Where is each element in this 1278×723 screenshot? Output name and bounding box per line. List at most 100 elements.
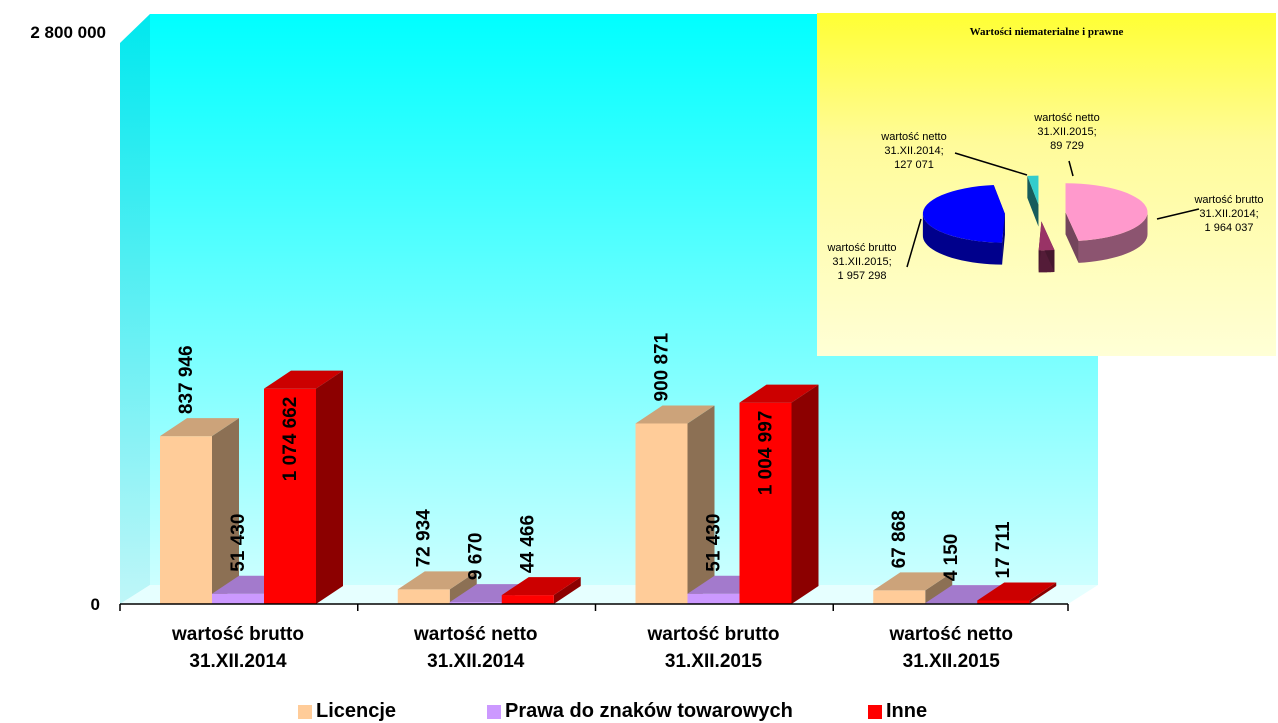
value-label: 1 074 662 <box>280 397 301 482</box>
category-label: wartość brutto <box>647 624 780 645</box>
bar-front <box>739 402 792 604</box>
pie-chart: wartość brutto 31.XII.2014; 1 964 037 warto… <box>826 112 1263 282</box>
pie-slice <box>1065 183 1148 263</box>
bar-side <box>791 384 819 604</box>
bar-front <box>212 593 264 604</box>
bar-marks <box>160 370 1057 604</box>
bar-licencje <box>397 571 477 604</box>
value-label: 1 004 997 <box>756 411 777 496</box>
legend-item-prawa: Prawa do znaków towarowych <box>487 700 793 723</box>
pie-slice-label: wartość netto <box>880 131 946 143</box>
bar-top <box>264 370 343 389</box>
bar-licencje <box>873 572 953 604</box>
value-label: 900 871 <box>652 332 673 401</box>
bar-top <box>449 584 529 603</box>
pie-chart-title: Wartości niematerialne i prawne <box>969 26 1124 38</box>
category-label: 31.XII.2014 <box>189 651 287 672</box>
legend-item-licencje: Licencje <box>298 700 396 723</box>
category-label: 31.XII.2014 <box>427 651 525 672</box>
pie-slice-label: 1 964 037 <box>1205 222 1254 234</box>
value-labels: 837 946 51 430 1 074 662 72 934 9 670 44 466 9… <box>176 332 1014 581</box>
value-label: 9 670 <box>466 533 487 581</box>
bar-front <box>687 593 740 604</box>
pie-slice-label: 31.XII.2015; <box>832 256 891 268</box>
bar-front <box>397 589 450 604</box>
pie-slice-cut <box>1065 212 1079 263</box>
bar-top <box>397 571 477 590</box>
bar-inne <box>264 370 343 604</box>
side-wall <box>120 14 150 604</box>
pie-slice-label: wartość brutto <box>826 242 896 254</box>
legend-label: Inne <box>886 700 928 722</box>
bar-side <box>925 572 953 604</box>
pie-leader-line <box>906 218 922 268</box>
pie-slice-label: 1 957 298 <box>838 270 887 282</box>
legend-label: Prawa do znaków towarowych <box>505 700 793 722</box>
bar-inne <box>977 582 1057 604</box>
pie-slice <box>1038 221 1055 273</box>
bar-licencje <box>160 418 239 604</box>
pie-slice-label: 31.XII.2014; <box>1199 208 1258 220</box>
bar-front <box>873 590 926 604</box>
bar-top <box>739 384 819 403</box>
value-label: 51 430 <box>228 514 249 572</box>
value-label: 17 711 <box>993 521 1014 578</box>
pie-slice <box>1027 175 1039 227</box>
bar-side <box>1029 582 1057 604</box>
pie-slice-side <box>1078 212 1148 263</box>
category-label: 31.XII.2015 <box>903 651 1001 672</box>
value-label: 837 946 <box>176 345 197 414</box>
bar-inne <box>739 384 819 604</box>
pie-slice-top <box>1065 183 1148 241</box>
pie-slice-label: wartość brutto <box>1193 194 1263 206</box>
legend-item-inne: Inne <box>868 700 927 723</box>
pie-slice-label: 31.XII.2014; <box>884 145 943 157</box>
bar-front <box>160 436 212 604</box>
bar-top <box>925 585 1005 604</box>
legend: Licencje Prawa do znaków towarowych Inne <box>0 700 1278 722</box>
category-labels: wartość brutto 31.XII.2014 wartość netto 31… <box>171 624 1013 672</box>
pie-slice-label: 89 729 <box>1050 140 1084 152</box>
bar-side <box>316 370 343 604</box>
bar-top <box>977 582 1057 601</box>
bar-side <box>449 571 477 604</box>
pie-chart-panel: Wartości niematerialne i prawne wartość … <box>817 13 1276 356</box>
floor <box>120 585 1098 604</box>
category-label: wartość netto <box>888 624 1013 645</box>
pie-slice-top <box>1027 175 1039 205</box>
value-label: 4 150 <box>941 534 962 582</box>
legend-label: Licencje <box>316 700 397 722</box>
value-label: 67 868 <box>889 510 910 568</box>
value-label: 51 430 <box>704 514 725 572</box>
pie-slice-label: wartość netto <box>1033 112 1099 124</box>
category-label: wartość netto <box>413 624 538 645</box>
y-tick-label: 0 <box>91 595 100 614</box>
bar-inne <box>501 577 581 604</box>
pie-slice-cut <box>1027 175 1039 227</box>
bar-top <box>635 405 715 424</box>
bar-side <box>212 418 239 604</box>
bar-front <box>264 388 316 604</box>
axes: 0 2 800 000 <box>30 23 1069 614</box>
pie-leader-line <box>1068 160 1074 177</box>
pie-leader-line <box>954 152 1028 176</box>
category-label: wartość brutto <box>171 624 304 645</box>
y-tick-label: 2 800 000 <box>30 23 106 42</box>
legend-swatch <box>298 704 312 719</box>
pie-slice-top <box>1038 221 1055 251</box>
pie-slice <box>922 184 1005 265</box>
bar-front <box>449 602 502 604</box>
bar-top <box>501 577 581 596</box>
bar-front <box>501 595 554 604</box>
bar-top <box>873 572 953 591</box>
category-label: 31.XII.2015 <box>665 651 763 672</box>
bar-top <box>160 418 239 437</box>
bar-side <box>687 405 715 604</box>
pie-slice-label: 31.XII.2015; <box>1037 126 1096 138</box>
value-label: 72 934 <box>414 509 435 568</box>
value-label: 44 466 <box>518 515 539 573</box>
legend-swatch <box>487 704 501 719</box>
bar-side <box>553 577 581 604</box>
pie-leader-line <box>1156 208 1200 220</box>
pie-slice-side <box>922 213 1003 265</box>
